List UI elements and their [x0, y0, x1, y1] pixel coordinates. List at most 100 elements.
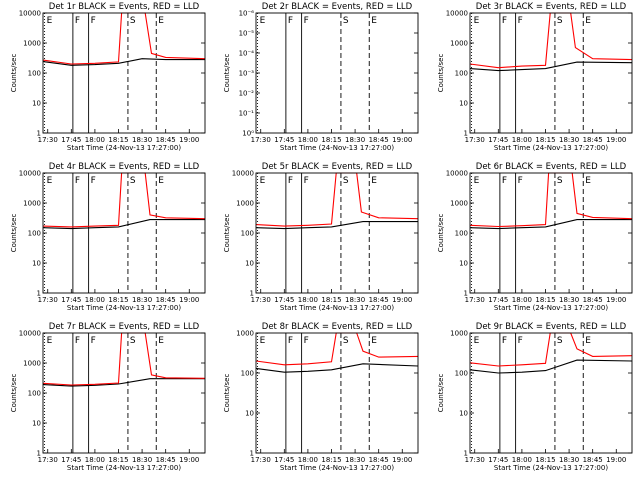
x-tick-label-5: 18:45: [156, 296, 176, 304]
marker-label-2: F: [304, 336, 309, 346]
y-tick-label-1: 10: [245, 410, 254, 418]
panel-det-8: Det 8r BLACK = Events, RED = LLD E F F S E 1 10…: [223, 322, 419, 472]
x-axis-label: Start Time (24-Nov-13 17:27:00): [494, 144, 608, 152]
panel-det-5: Det 5r BLACK = Events, RED = LLD E F F S E 1 10…: [223, 162, 419, 312]
x-axis-label: Start Time (24-Nov-13 17:27:00): [280, 464, 394, 472]
marker-label-0: E: [47, 16, 53, 26]
plot-frame: [255, 172, 419, 294]
x-tick-label-1: 17:45: [274, 296, 294, 304]
y-axis-label: Counts/sec: [437, 374, 445, 413]
y-tick-label-0: 1: [250, 450, 254, 458]
series-line-lld: [42, 172, 206, 228]
y-tick-label-4: 10000: [19, 170, 41, 178]
y-tick-label-2: 100: [455, 370, 468, 378]
x-tick-label-2: 18:00: [298, 296, 318, 304]
x-tick-label-0: 17:30: [251, 296, 271, 304]
plot-frame: [42, 332, 206, 454]
x-tick-label-4: 18:30: [345, 456, 365, 464]
x-tick-label-1: 17:45: [488, 296, 508, 304]
marker-label-4: E: [158, 336, 164, 346]
x-tick-label-0: 17:30: [465, 296, 485, 304]
panel-det-6: Det 6r BLACK = Events, RED = LLD E F F S E 1 10…: [437, 162, 633, 312]
x-tick-label-1: 17:45: [61, 296, 81, 304]
y-tick-label-2: 100: [28, 70, 41, 78]
x-tick-label-5: 18:45: [156, 456, 176, 464]
y-tick-label-4: 10⁻⁴: [239, 50, 255, 58]
panel-title: Det 1r BLACK = Events, RED = LLD: [49, 2, 200, 12]
y-axis-label: Counts/sec: [223, 214, 231, 253]
series-line-lld: [42, 12, 206, 65]
marker-label-1: F: [75, 176, 80, 186]
series-line-events: [42, 219, 205, 230]
marker-label-0: E: [47, 176, 53, 186]
marker-label-1: F: [502, 336, 507, 346]
y-tick-label-0: 1: [464, 450, 468, 458]
x-tick-label-3: 18:15: [108, 296, 128, 304]
x-tick-label-0: 17:30: [38, 296, 58, 304]
x-tick-label-5: 18:45: [369, 136, 389, 144]
marker-label-3: S: [557, 176, 563, 186]
x-tick-label-1: 17:45: [488, 456, 508, 464]
y-tick-label-1: 10: [32, 100, 41, 108]
marker-label-0: E: [260, 336, 266, 346]
marker-label-2: F: [304, 16, 309, 26]
x-tick-label-6: 19:00: [392, 456, 412, 464]
x-tick-label-6: 19:00: [606, 296, 626, 304]
marker-label-3: S: [343, 16, 349, 26]
panel-title: Det 6r BLACK = Events, RED = LLD: [476, 162, 627, 172]
y-tick-label-1: 10: [32, 260, 41, 268]
series-line-events: [255, 363, 419, 373]
x-tick-label-0: 17:30: [465, 456, 485, 464]
panel-det-4: Det 4r BLACK = Events, RED = LLD E F F S E 1 10…: [10, 162, 206, 312]
y-tick-label-0: 1: [37, 130, 41, 138]
panel-title: Det 5r BLACK = Events, RED = LLD: [262, 162, 413, 172]
y-tick-label-0: 1: [464, 290, 468, 298]
x-tick-label-1: 17:45: [61, 136, 81, 144]
y-tick-label-3: 1000: [23, 360, 41, 368]
marker-label-0: E: [474, 176, 480, 186]
x-tick-label-0: 17:30: [465, 136, 485, 144]
panel-title: Det 2r BLACK = Events, RED = LLD: [262, 2, 413, 12]
marker-label-4: E: [585, 336, 591, 346]
marker-label-3: S: [343, 176, 349, 186]
x-tick-label-2: 18:00: [512, 456, 532, 464]
x-tick-label-0: 17:30: [38, 136, 58, 144]
x-tick-label-2: 18:00: [85, 456, 105, 464]
x-tick-label-6: 19:00: [606, 456, 626, 464]
panel-det-3: Det 3r BLACK = Events, RED = LLD E F F S E 1 10…: [437, 2, 633, 152]
marker-label-0: E: [474, 16, 480, 26]
series-line-events: [42, 58, 205, 66]
x-tick-label-4: 18:30: [132, 136, 152, 144]
x-tick-label-6: 19:00: [179, 136, 199, 144]
series-line-lld: [255, 172, 419, 227]
y-tick-label-2: 100: [28, 390, 41, 398]
marker-label-4: E: [158, 16, 164, 26]
x-tick-label-2: 18:00: [85, 136, 105, 144]
x-tick-label-6: 19:00: [392, 136, 412, 144]
x-tick-label-2: 18:00: [512, 136, 532, 144]
marker-label-4: E: [585, 16, 591, 26]
panel-title: Det 9r BLACK = Events, RED = LLD: [476, 322, 627, 332]
x-tick-label-5: 18:45: [369, 456, 389, 464]
plot-frame: [42, 172, 206, 294]
panel-title: Det 3r BLACK = Events, RED = LLD: [476, 2, 627, 12]
x-tick-label-3: 18:15: [535, 136, 555, 144]
x-tick-label-5: 18:45: [583, 296, 603, 304]
x-axis-label: Start Time (24-Nov-13 17:27:00): [67, 304, 181, 312]
marker-label-2: F: [304, 176, 309, 186]
x-axis-label: Start Time (24-Nov-13 17:27:00): [494, 304, 608, 312]
x-tick-label-5: 18:45: [583, 136, 603, 144]
marker-label-4: E: [585, 176, 591, 186]
x-tick-label-4: 18:30: [559, 296, 579, 304]
marker-label-4: E: [158, 176, 164, 186]
x-tick-label-6: 19:00: [179, 296, 199, 304]
x-tick-label-0: 17:30: [38, 456, 58, 464]
y-axis-label: Counts/sec: [437, 54, 445, 93]
series-line-lld: [469, 172, 633, 228]
x-tick-label-4: 18:30: [559, 456, 579, 464]
y-axis-label: Counts/sec: [437, 214, 445, 253]
x-tick-label-5: 18:45: [156, 136, 176, 144]
panel-det-7: Det 7r BLACK = Events, RED = LLD E F F S E 1 10…: [10, 322, 206, 472]
series-line-lld: [469, 12, 633, 69]
